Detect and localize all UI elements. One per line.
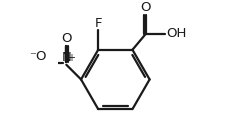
Text: OH: OH bbox=[166, 27, 186, 40]
Text: F: F bbox=[94, 17, 102, 30]
Text: N: N bbox=[61, 51, 71, 64]
Text: ⁻O: ⁻O bbox=[29, 50, 46, 63]
Text: O: O bbox=[141, 1, 151, 14]
Text: O: O bbox=[61, 32, 72, 45]
Text: +: + bbox=[68, 53, 75, 63]
